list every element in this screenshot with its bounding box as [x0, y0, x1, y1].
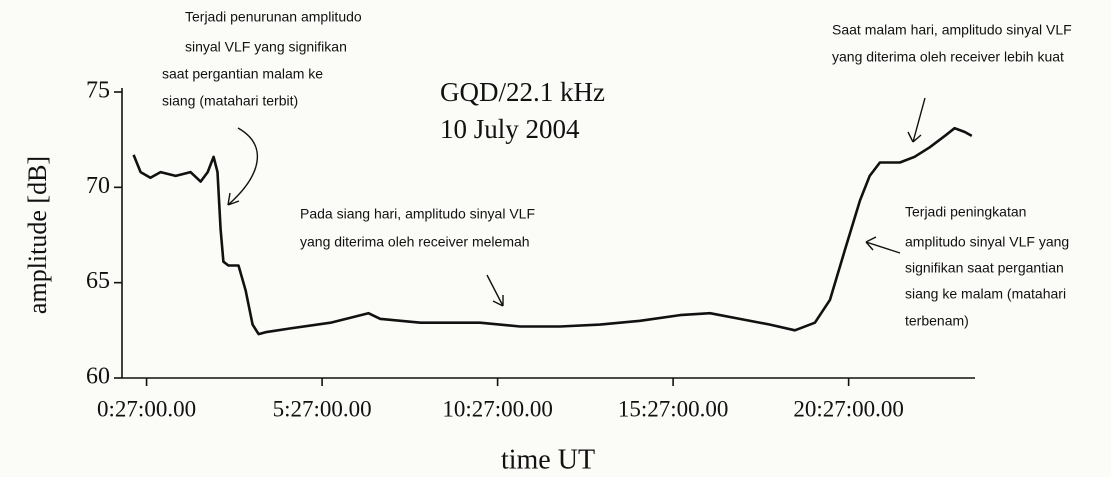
y-tick-label: 75: [86, 78, 110, 104]
annotation: Saat malam hari, amplitudo sinyal VLF: [832, 22, 1072, 38]
annotation: saat pergantian malam ke: [162, 66, 323, 82]
arrow: [907, 97, 926, 143]
x-tick-label: 0:27:00.00: [97, 396, 196, 421]
chart-title: GQD/22.1 kHz: [440, 77, 605, 107]
annotation: Terjadi penurunan amplitudo: [185, 9, 362, 25]
chart-subtitle: 10 July 2004: [440, 114, 580, 144]
annotation: amplitudo sinyal VLF yang: [905, 234, 1069, 250]
arrow: [865, 236, 901, 254]
annotation: yang diterima oleh receiver lebih kuat: [832, 49, 1064, 65]
arrow: [227, 127, 259, 206]
x-tick-label: 20:27:00.00: [793, 396, 904, 421]
x-tick-label: 5:27:00.00: [273, 396, 372, 421]
x-axis-label: time UT: [501, 444, 595, 475]
y-tick-label: 60: [86, 364, 110, 390]
annotation: Pada siang hari, amplitudo sinyal VLF: [300, 206, 535, 222]
x-tick-label: 10:27:00.00: [442, 396, 553, 421]
annotation: signifikan saat pergantian: [905, 260, 1064, 276]
y-tick-label: 65: [86, 268, 110, 294]
data-line: [132, 126, 973, 336]
y-axis-label: amplitude [dB]: [23, 156, 52, 314]
annotation: siang ke malam (matahari: [905, 286, 1066, 302]
annotation: sinyal VLF yang signifikan: [185, 39, 347, 55]
arrow: [486, 274, 504, 307]
annotation: yang diterima oleh receiver melemah: [300, 234, 530, 250]
annotation: terbenam): [905, 313, 969, 329]
annotation: siang (matahari terbit): [162, 93, 298, 109]
annotation: Terjadi peningkatan: [905, 204, 1026, 220]
x-tick-label: 15:27:00.00: [618, 396, 729, 421]
y-tick-label: 70: [86, 173, 110, 199]
